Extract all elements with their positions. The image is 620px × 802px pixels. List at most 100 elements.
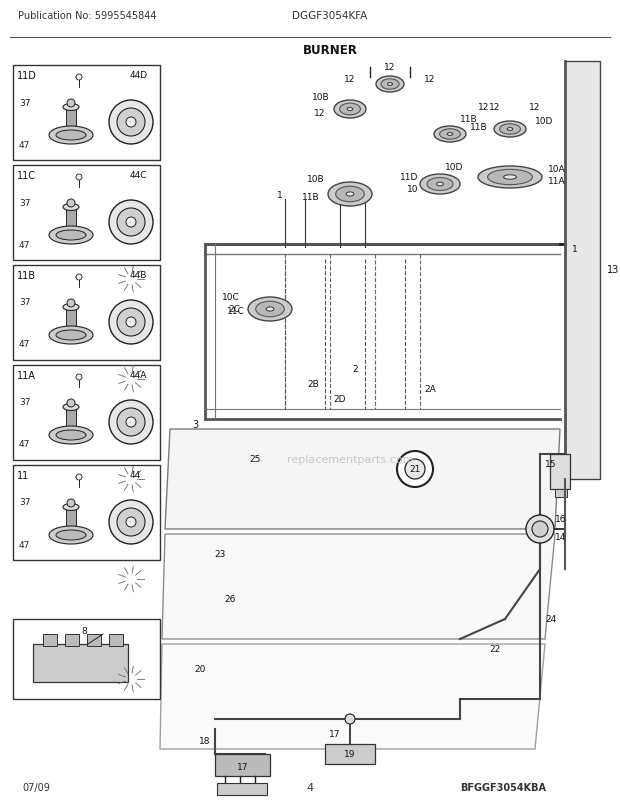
Ellipse shape	[420, 175, 460, 195]
Text: 12: 12	[344, 75, 356, 84]
Bar	[13, 265, 160, 361]
Text: 17: 17	[329, 730, 341, 739]
Text: 37: 37	[19, 498, 30, 507]
Text: 47: 47	[19, 340, 30, 349]
Text: 11D: 11D	[17, 71, 37, 81]
Bar	[87, 634, 101, 646]
Circle shape	[117, 508, 145, 537]
Text: BFGGF3054KBA: BFGGF3054KBA	[460, 782, 546, 792]
Text: 2C: 2C	[228, 305, 240, 314]
Text: 11D: 11D	[400, 173, 418, 182]
Ellipse shape	[255, 302, 285, 318]
Text: 23: 23	[215, 550, 226, 559]
Bar	[13, 166, 160, 261]
Bar	[66, 508, 76, 535]
Bar	[66, 308, 76, 335]
Ellipse shape	[494, 122, 526, 138]
Text: 47: 47	[19, 440, 30, 449]
Ellipse shape	[376, 77, 404, 93]
Bar	[13, 366, 160, 460]
Text: 4: 4	[306, 782, 314, 792]
Bar	[217, 783, 267, 795]
Text: 37: 37	[19, 398, 30, 407]
Text: 47: 47	[19, 540, 30, 549]
Text: 12: 12	[424, 75, 436, 84]
Circle shape	[117, 309, 145, 337]
Ellipse shape	[56, 131, 86, 141]
Ellipse shape	[347, 108, 353, 111]
Text: 1: 1	[277, 191, 283, 200]
Ellipse shape	[427, 178, 453, 191]
Text: 10: 10	[407, 185, 418, 194]
Bar	[66, 208, 76, 236]
Ellipse shape	[500, 124, 520, 135]
Text: 2A: 2A	[424, 385, 436, 394]
Ellipse shape	[503, 176, 516, 180]
Text: 11: 11	[17, 471, 29, 480]
Bar	[66, 407, 76, 435]
Text: 12: 12	[489, 103, 501, 112]
Text: BURNER: BURNER	[303, 43, 358, 56]
Text: 44C: 44C	[130, 172, 148, 180]
Text: 13: 13	[607, 265, 619, 274]
Text: 25: 25	[249, 455, 260, 464]
Circle shape	[109, 200, 153, 245]
Text: 3: 3	[192, 419, 198, 429]
Text: 10B: 10B	[308, 176, 325, 184]
Ellipse shape	[440, 130, 461, 140]
Circle shape	[117, 408, 145, 436]
Circle shape	[532, 521, 548, 537]
Text: 11B: 11B	[460, 115, 477, 124]
Circle shape	[126, 418, 136, 427]
Ellipse shape	[56, 431, 86, 440]
Circle shape	[126, 318, 136, 327]
Circle shape	[76, 375, 82, 380]
Ellipse shape	[447, 133, 453, 136]
Text: 21: 21	[409, 465, 421, 474]
Text: DGGF3054KFA: DGGF3054KFA	[293, 11, 368, 21]
Circle shape	[126, 517, 136, 528]
Circle shape	[126, 118, 136, 128]
Text: Publication No: 5995545844: Publication No: 5995545844	[18, 11, 156, 21]
Text: 10D: 10D	[535, 117, 554, 127]
Circle shape	[76, 75, 82, 81]
Ellipse shape	[434, 127, 466, 143]
Polygon shape	[565, 62, 600, 480]
Text: 18: 18	[198, 736, 210, 746]
Ellipse shape	[49, 526, 93, 545]
Circle shape	[117, 209, 145, 237]
Circle shape	[67, 100, 75, 107]
Text: 8: 8	[81, 626, 87, 636]
Ellipse shape	[56, 231, 86, 241]
Ellipse shape	[436, 183, 443, 187]
Bar	[555, 489, 567, 497]
Text: 11B: 11B	[17, 270, 36, 281]
Bar	[215, 754, 270, 776]
Text: 10C: 10C	[222, 294, 240, 302]
Bar	[66, 107, 76, 136]
Circle shape	[67, 500, 75, 508]
Circle shape	[76, 475, 82, 480]
Text: 47: 47	[19, 241, 30, 249]
Circle shape	[76, 274, 82, 281]
Text: 20: 20	[194, 665, 206, 674]
Ellipse shape	[63, 504, 79, 511]
Text: 19: 19	[344, 750, 356, 759]
Circle shape	[109, 400, 153, 444]
Text: 37: 37	[19, 99, 30, 107]
Text: 24: 24	[545, 615, 556, 624]
Ellipse shape	[266, 307, 274, 312]
Ellipse shape	[381, 79, 399, 90]
Bar	[13, 66, 160, 160]
Text: 15: 15	[545, 460, 557, 469]
Circle shape	[126, 217, 136, 228]
Ellipse shape	[328, 183, 372, 207]
Bar	[13, 465, 160, 561]
Text: 2: 2	[352, 365, 358, 374]
Circle shape	[397, 452, 433, 488]
Text: 2D: 2D	[334, 395, 346, 404]
Text: 07/09: 07/09	[22, 782, 50, 792]
Text: 12: 12	[314, 108, 325, 117]
Bar	[43, 634, 57, 646]
Polygon shape	[162, 534, 555, 639]
